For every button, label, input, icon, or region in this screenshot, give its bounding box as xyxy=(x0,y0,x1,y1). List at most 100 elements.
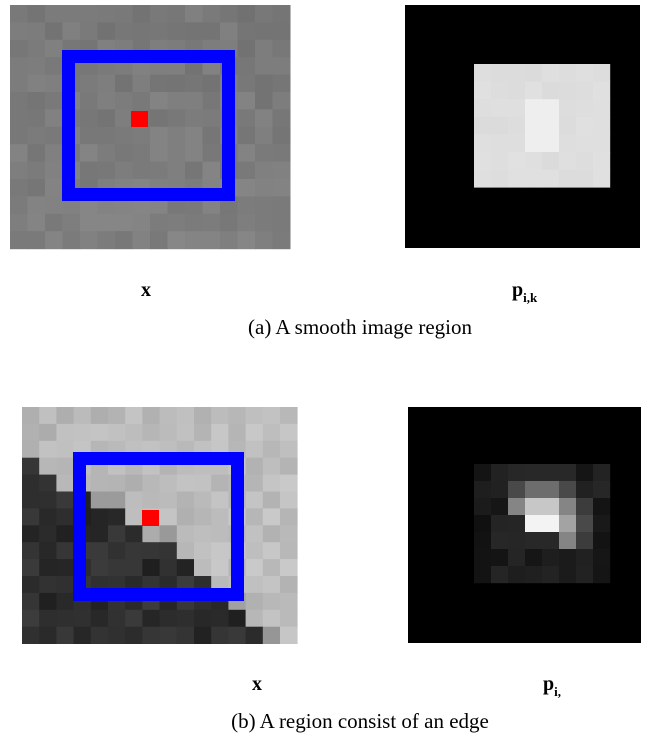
pixel xyxy=(542,549,559,566)
pixel xyxy=(133,144,151,162)
pixel xyxy=(115,22,133,40)
pixel xyxy=(160,492,178,509)
pixel xyxy=(263,407,281,424)
pixel xyxy=(10,127,28,145)
pixel xyxy=(80,5,98,23)
pixel xyxy=(168,5,186,23)
pixel xyxy=(22,593,40,610)
pixel xyxy=(80,75,98,93)
pixel xyxy=(255,5,273,23)
pixel xyxy=(263,593,281,610)
pixel xyxy=(238,40,256,58)
pixel xyxy=(194,610,212,627)
pixel xyxy=(593,99,610,117)
pixel xyxy=(220,5,238,23)
pixel xyxy=(194,424,212,441)
pixel xyxy=(280,407,298,424)
pixel xyxy=(142,475,160,492)
pixel xyxy=(39,542,57,559)
pixel xyxy=(115,92,133,110)
pixel xyxy=(593,134,610,152)
pixel xyxy=(203,75,221,93)
pixel xyxy=(542,481,559,498)
pixel xyxy=(238,127,256,145)
pixel xyxy=(28,179,46,197)
pixel xyxy=(22,559,40,576)
pixel xyxy=(263,424,281,441)
pixel xyxy=(125,525,143,542)
pixel xyxy=(273,57,291,75)
pixel xyxy=(91,559,109,576)
pixel xyxy=(98,144,116,162)
pixel xyxy=(22,508,40,525)
pixel xyxy=(39,424,57,441)
pixel xyxy=(74,424,92,441)
pixel xyxy=(228,627,246,644)
pixel xyxy=(273,127,291,145)
pixel xyxy=(593,481,610,498)
pixel xyxy=(177,407,195,424)
pixel xyxy=(508,549,525,566)
pixel xyxy=(56,475,74,492)
pixel xyxy=(203,127,221,145)
pixel xyxy=(559,99,576,117)
label-p: pi,k xyxy=(512,279,538,305)
pixel xyxy=(246,407,264,424)
pixel xyxy=(525,481,542,498)
pixel xyxy=(525,498,542,515)
pixel xyxy=(45,127,63,145)
pixel xyxy=(22,424,40,441)
pixel xyxy=(125,492,143,509)
pixel xyxy=(491,64,508,82)
pixel xyxy=(22,542,40,559)
pixel xyxy=(593,498,610,515)
pixel xyxy=(508,64,525,82)
pixel xyxy=(91,424,109,441)
pixel xyxy=(238,75,256,93)
pixel xyxy=(28,144,46,162)
pixel xyxy=(238,214,256,232)
pixel xyxy=(115,127,133,145)
pixel xyxy=(508,515,525,532)
pixel xyxy=(559,64,576,82)
pixel xyxy=(203,109,221,127)
pixel xyxy=(115,231,133,249)
pixel xyxy=(246,525,264,542)
pixel xyxy=(10,92,28,110)
pixel xyxy=(525,134,542,152)
pixel xyxy=(91,475,109,492)
pixel xyxy=(133,92,151,110)
pixel xyxy=(525,566,542,583)
pixel xyxy=(45,92,63,110)
pixel xyxy=(194,492,212,509)
pixel xyxy=(559,152,576,170)
pixel xyxy=(39,525,57,542)
pixel xyxy=(525,99,542,117)
pixel xyxy=(576,464,593,481)
pixel xyxy=(98,5,116,23)
pixel xyxy=(22,627,40,644)
pixel xyxy=(576,498,593,515)
pixel xyxy=(280,458,298,475)
pixel xyxy=(255,40,273,58)
pixel xyxy=(491,117,508,135)
pixel xyxy=(559,82,576,100)
label-p: pi, xyxy=(543,673,561,699)
pixel xyxy=(22,492,40,509)
pixel xyxy=(142,525,160,542)
pixel xyxy=(28,231,46,249)
pixel xyxy=(142,559,160,576)
pixel xyxy=(246,458,264,475)
pixel xyxy=(559,566,576,583)
pixel xyxy=(115,144,133,162)
pixel xyxy=(593,152,610,170)
pixel xyxy=(280,542,298,559)
pixel xyxy=(22,441,40,458)
pixel xyxy=(474,481,491,498)
pixel xyxy=(542,498,559,515)
pixel xyxy=(211,424,229,441)
pixel xyxy=(98,214,116,232)
pixel xyxy=(115,75,133,93)
pixel xyxy=(39,492,57,509)
pixel xyxy=(142,492,160,509)
